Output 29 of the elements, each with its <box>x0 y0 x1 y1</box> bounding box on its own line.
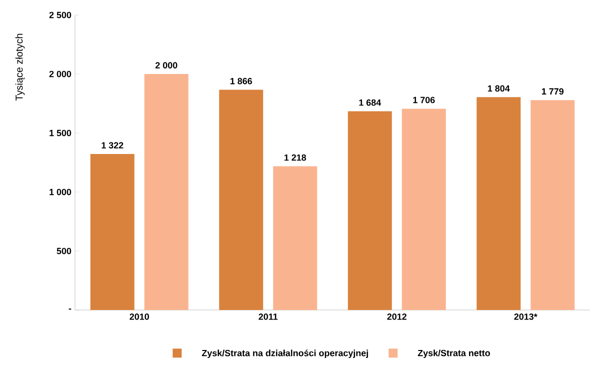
bar <box>219 90 264 310</box>
data-label: 1 218 <box>284 154 306 161</box>
x-tick-label: 2012 <box>387 314 406 320</box>
data-label: 1 804 <box>488 85 510 92</box>
data-label: 1 706 <box>413 96 435 104</box>
x-tick-label: 2010 <box>130 314 149 320</box>
x-tick-label: 2013* <box>514 314 538 320</box>
legend-label: Zysk/Strata netto <box>418 350 490 358</box>
y-axis-title: Tysiące złotych <box>15 34 25 101</box>
data-label: 1 322 <box>102 142 124 148</box>
legend-label: Zysk/Strata na działalności operacyjnej <box>202 350 368 358</box>
bar <box>530 100 575 310</box>
y-tick-label: 2 500 <box>49 12 72 18</box>
data-label: 2 000 <box>155 62 178 68</box>
y-tick-label: - <box>68 308 72 310</box>
bar <box>476 97 521 310</box>
data-label: 1 866 <box>230 78 252 84</box>
bar <box>348 111 392 310</box>
x-tick-label: 2011 <box>258 314 278 320</box>
y-tick-label: 1 500 <box>50 130 72 136</box>
y-tick-label: 500 <box>56 248 72 254</box>
bar <box>144 74 188 310</box>
y-tick-label: 2 000 <box>49 70 72 78</box>
bar <box>273 166 318 310</box>
data-label: 1 779 <box>542 88 564 95</box>
y-tick-label: 1 000 <box>50 188 72 196</box>
data-label: 1 684 <box>359 99 382 106</box>
bar <box>90 154 134 310</box>
bar <box>402 108 446 310</box>
